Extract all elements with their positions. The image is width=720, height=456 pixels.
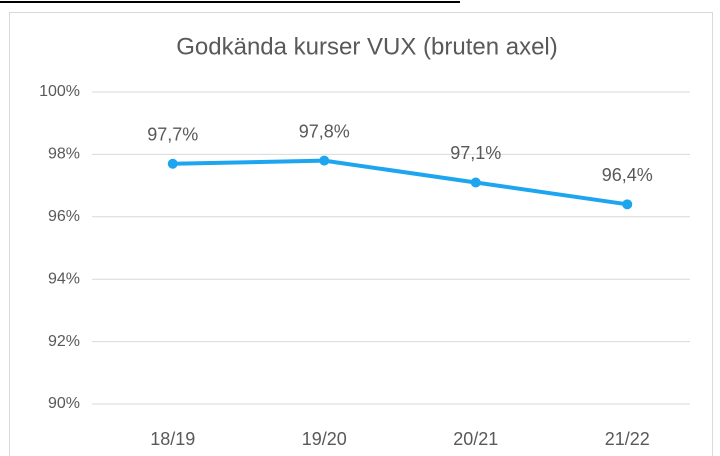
x-tick-label: 19/20: [302, 429, 347, 449]
data-point: [319, 155, 330, 166]
chart-frame: [9, 12, 713, 456]
y-tick-label: 92%: [48, 333, 80, 350]
chart-title: Godkända kurser VUX (bruten axel): [176, 33, 558, 60]
y-tick-label: 94%: [48, 270, 80, 287]
data-label: 97,1%: [450, 143, 501, 163]
y-tick-label: 100%: [39, 83, 80, 100]
data-label: 97,7%: [147, 125, 198, 145]
x-tick-label: 21/22: [605, 429, 650, 449]
series-line: [172, 158, 628, 207]
data-point: [622, 199, 633, 210]
data-label: 97,8%: [299, 121, 350, 141]
data-point: [470, 177, 481, 188]
x-tick-label: 18/19: [150, 429, 195, 449]
y-tick-label: 96%: [48, 208, 80, 225]
data-point: [167, 158, 178, 169]
x-tick-label: 20/21: [453, 429, 498, 449]
y-tick-label: 90%: [48, 395, 80, 412]
data-label: 96,4%: [602, 165, 653, 185]
y-tick-label: 98%: [48, 146, 80, 163]
